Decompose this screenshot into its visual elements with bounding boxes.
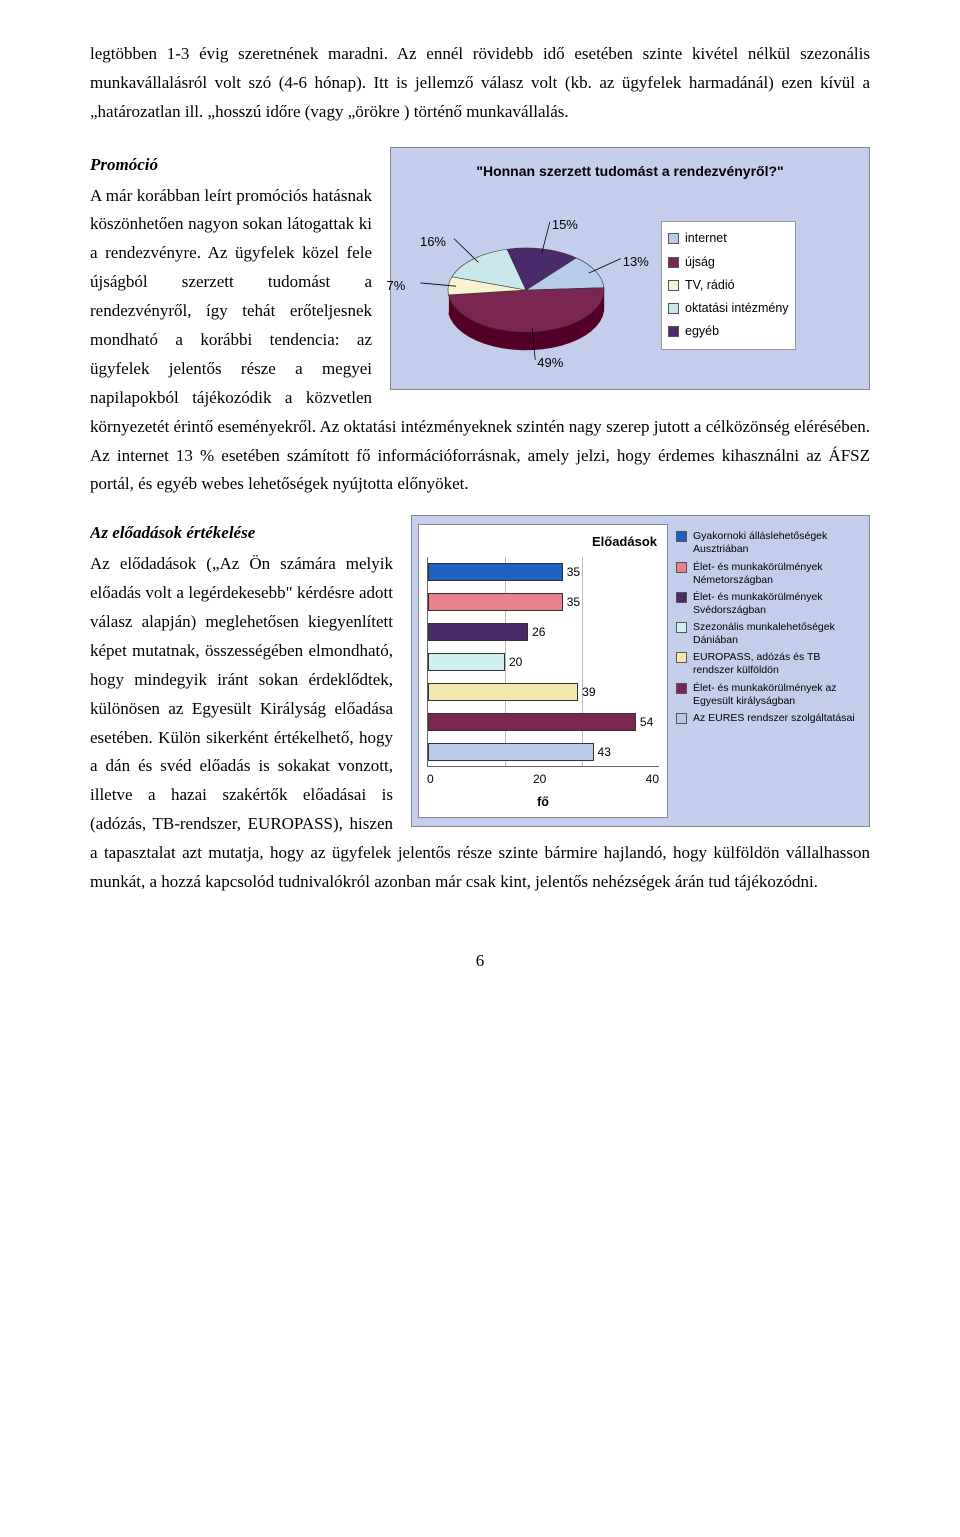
bar: [428, 593, 563, 611]
bar-chart-container: Előadások 35 35 26 20 39 54 43 0 20 40 fő Gyakor…: [411, 515, 870, 827]
pie-slice-label: 15%: [552, 214, 578, 236]
pie-legend-row: TV, rádió: [668, 275, 789, 296]
x-tick: 40: [646, 769, 659, 789]
pie-chart-plot: 13%49%7%16%15%: [401, 195, 651, 375]
bar: [428, 653, 505, 671]
bar-x-axis: 0 20 40: [423, 767, 663, 789]
bar-chart-plot: Előadások 35 35 26 20 39 54 43 0 20 40 fő: [418, 524, 668, 818]
bar-legend-row: Élet- és munkakörülmények az Egyesült ki…: [676, 682, 859, 708]
bar-legend: Gyakornoki álláslehetőségek Ausztriában É…: [668, 524, 863, 818]
page-number: 6: [90, 947, 870, 976]
intro-paragraph: legtöbben 1-3 évig szeretnének maradni. …: [90, 40, 870, 127]
bar-value-label: 39: [582, 682, 595, 702]
pie-legend-row: egyéb: [668, 321, 789, 342]
bar-value-label: 26: [532, 622, 545, 642]
pie-slice-label: 16%: [420, 231, 446, 253]
pie-legend-row: újság: [668, 252, 789, 273]
bar-legend-row: Élet- és munkakörülmények Svédországban: [676, 591, 859, 617]
bar: [428, 743, 594, 761]
bar: [428, 683, 578, 701]
bar-value-label: 43: [598, 742, 611, 762]
bar-legend-row: Szezonális munkalehetőségek Dániában: [676, 621, 859, 647]
bar-value-label: 54: [640, 712, 653, 732]
bar-legend-row: EUROPASS, adózás és TB rendszer külföldö…: [676, 651, 859, 677]
pie-slice-label: 7%: [387, 275, 406, 297]
bar-value-label: 35: [567, 562, 580, 582]
bar-value-label: 20: [509, 652, 522, 672]
promocio-section: "Honnan szerzett tudomást a rendezvényrő…: [90, 141, 870, 500]
pie-chart-title: "Honnan szerzett tudomást a rendezvényrő…: [391, 148, 869, 192]
pie-legend-row: internet: [668, 228, 789, 249]
bar-x-axis-label: fő: [423, 792, 663, 813]
pie-chart-container: "Honnan szerzett tudomást a rendezvényrő…: [390, 147, 870, 391]
x-tick: 0: [427, 769, 434, 789]
bar: [428, 713, 636, 731]
pie-legend: internet újságTV, rádióoktatási intézmény…: [661, 221, 796, 349]
x-tick: 20: [533, 769, 546, 789]
bar-chart-title: Előadások: [423, 531, 663, 553]
bar: [428, 563, 563, 581]
bar-legend-row: Gyakornoki álláslehetőségek Ausztriában: [676, 530, 859, 556]
pie-slice-label: 13%: [623, 251, 649, 273]
bar-value-label: 35: [567, 592, 580, 612]
pie-legend-row: oktatási intézmény: [668, 298, 789, 319]
bar-legend-row: Az EURES rendszer szolgáltatásai: [676, 712, 859, 725]
pie-slice-label: 49%: [537, 352, 563, 374]
bar: [428, 623, 528, 641]
eloadasok-section: Előadások 35 35 26 20 39 54 43 0 20 40 fő Gyakor…: [90, 509, 870, 897]
bar-legend-row: Élet- és munkakörülmények Németországban: [676, 561, 859, 587]
